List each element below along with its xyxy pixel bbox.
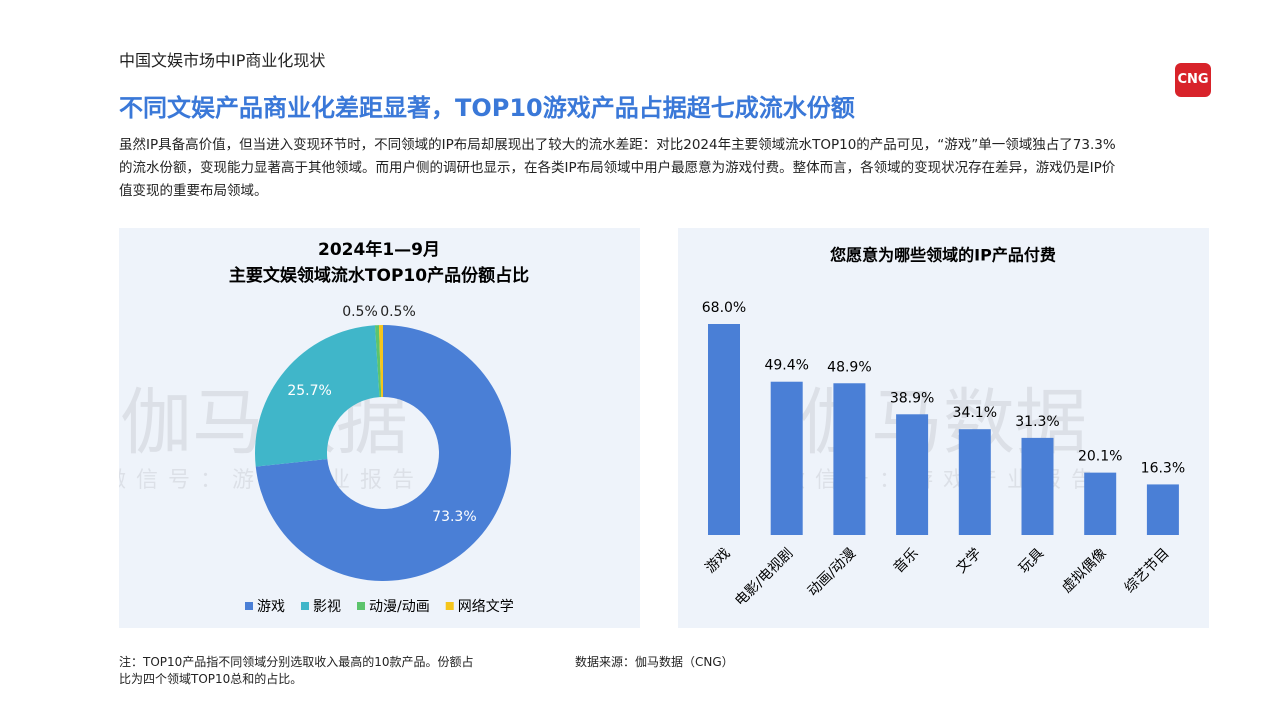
legend-label: 动漫/动画 [369, 599, 430, 615]
x-tick-label: 游戏 [703, 545, 734, 576]
data-label: 38.9% [890, 390, 934, 406]
bar [770, 381, 803, 535]
watermark: 微信号：游戏产业报告 [783, 468, 1103, 493]
data-label: 31.3% [1015, 414, 1059, 430]
data-label: 49.4% [764, 358, 808, 374]
source: 数据来源：伽马数据（CNG） [575, 655, 734, 669]
bar [1084, 472, 1117, 535]
legend-swatch [245, 602, 253, 610]
text-line: 值变现的重要布局领域。 [119, 183, 268, 199]
x-tick-label: 玩具 [1016, 545, 1047, 576]
x-tick-label: 虚拟偶像 [1059, 545, 1110, 596]
text-line: 比为四个领域TOP10总和的占比。 [119, 672, 303, 686]
logo: CNG [1175, 63, 1211, 97]
data-label: 48.9% [827, 359, 871, 375]
page-title: 不同文娱产品商业化差距显著，TOP10游戏产品占据超七成流水份额 [119, 94, 855, 122]
bar [833, 383, 866, 535]
x-tick-label: 电影/电视剧 [732, 545, 796, 609]
text-line: 虽然IP具备高价值，但当进入变现环节时，不同领域的IP布局却展现出了较大的流水差… [119, 137, 1116, 153]
data-label: 20.1% [1078, 449, 1122, 465]
bar [1021, 437, 1054, 535]
data-label: 68.0% [702, 300, 746, 316]
data-label: 73.3% [432, 509, 476, 525]
bar-panel: 伽马数据微信号：游戏产业报告您愿意为哪些领域的IP产品付费68.0%游戏49.4… [678, 228, 1209, 628]
legend-swatch [301, 602, 309, 610]
bar [1146, 484, 1179, 535]
text-line: 的流水份额，变现能力显著高于其他领域。而用户侧的调研也显示，在各类IP布局领域中… [119, 160, 1116, 176]
legend-label: 影视 [313, 599, 341, 615]
legend-swatch [357, 602, 365, 610]
legend-label: 游戏 [257, 599, 285, 615]
footnote: 注：TOP10产品指不同领域分别选取收入最高的10款产品。份额占 比为四个领域TO… [119, 654, 474, 688]
chart-title: 主要文娱领域流水TOP10产品份额占比 [229, 265, 529, 286]
bar [708, 324, 740, 535]
legend-label: 网络文学 [458, 599, 514, 615]
pie-slice [374, 325, 382, 398]
bar [958, 429, 991, 535]
bar [896, 414, 929, 535]
pie-slice [255, 325, 511, 581]
pie-slice [255, 325, 380, 467]
section-title: 中国文娱市场中IP商业化现状 [119, 51, 326, 70]
data-label: 34.1% [953, 405, 997, 421]
x-tick-label: 综艺节目 [1122, 545, 1173, 596]
x-tick-label: 文学 [953, 545, 984, 576]
data-label: 0.5% [342, 304, 378, 320]
data-label: 25.7% [287, 383, 331, 399]
x-tick-label: 音乐 [890, 545, 922, 577]
pie-slice [378, 325, 383, 398]
chart-title: 您愿意为哪些领域的IP产品付费 [830, 246, 1056, 265]
pie-panel: 伽马数据微信号：游戏产业报告2024年1—9月主要文娱领域流水TOP10产品份额… [119, 228, 640, 628]
chart-title: 2024年1—9月 [318, 239, 440, 260]
data-label: 16.3% [1141, 460, 1185, 476]
x-tick-label: 动画/动漫 [805, 545, 859, 599]
body-text: 虽然IP具备高价值，但当进入变现环节时，不同领域的IP布局却展现出了较大的流水差… [119, 134, 1116, 203]
text-line: 注：TOP10产品指不同领域分别选取收入最高的10款产品。份额占 [119, 655, 474, 669]
legend-swatch [445, 602, 454, 610]
data-label: 0.5% [380, 304, 416, 320]
